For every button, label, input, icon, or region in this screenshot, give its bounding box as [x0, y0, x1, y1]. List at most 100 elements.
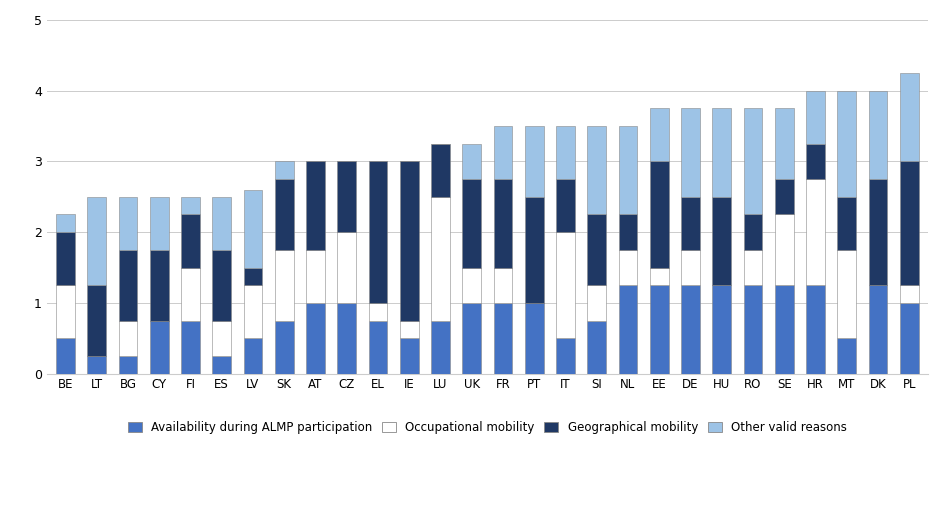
- Bar: [681, 250, 700, 285]
- Bar: [493, 179, 512, 267]
- Bar: [587, 126, 606, 214]
- Bar: [650, 162, 669, 267]
- Bar: [243, 267, 262, 285]
- Bar: [900, 303, 918, 373]
- Bar: [88, 197, 107, 285]
- Bar: [775, 179, 794, 214]
- Bar: [243, 338, 262, 373]
- Bar: [806, 144, 825, 179]
- Bar: [181, 267, 200, 321]
- Bar: [274, 250, 293, 321]
- Bar: [119, 197, 138, 250]
- Bar: [681, 197, 700, 250]
- Bar: [369, 321, 388, 373]
- Bar: [525, 197, 543, 303]
- Bar: [493, 303, 512, 373]
- Bar: [587, 321, 606, 373]
- Bar: [338, 303, 356, 373]
- Bar: [306, 303, 324, 373]
- Bar: [119, 321, 138, 356]
- Bar: [837, 250, 856, 338]
- Bar: [900, 162, 918, 285]
- Bar: [431, 321, 450, 373]
- Bar: [744, 108, 762, 214]
- Bar: [900, 285, 918, 303]
- Legend: Availability during ALMP participation, Occupational mobility, Geographical mobi: Availability during ALMP participation, …: [123, 416, 852, 439]
- Bar: [587, 214, 606, 285]
- Bar: [712, 285, 731, 373]
- Bar: [775, 214, 794, 285]
- Bar: [212, 250, 231, 321]
- Bar: [775, 285, 794, 373]
- Bar: [150, 250, 169, 321]
- Bar: [462, 179, 481, 267]
- Bar: [56, 232, 74, 285]
- Bar: [243, 285, 262, 338]
- Bar: [837, 197, 856, 250]
- Bar: [744, 250, 762, 285]
- Bar: [525, 303, 543, 373]
- Bar: [587, 285, 606, 321]
- Bar: [556, 126, 575, 179]
- Bar: [212, 321, 231, 356]
- Bar: [650, 285, 669, 373]
- Bar: [119, 356, 138, 373]
- Bar: [806, 91, 825, 144]
- Bar: [525, 126, 543, 197]
- Bar: [744, 214, 762, 250]
- Bar: [400, 321, 419, 338]
- Bar: [650, 108, 669, 162]
- Bar: [556, 338, 575, 373]
- Bar: [806, 179, 825, 285]
- Bar: [650, 267, 669, 285]
- Bar: [88, 356, 107, 373]
- Bar: [338, 232, 356, 303]
- Bar: [493, 126, 512, 179]
- Bar: [619, 214, 637, 250]
- Bar: [462, 267, 481, 303]
- Bar: [744, 285, 762, 373]
- Bar: [243, 190, 262, 267]
- Bar: [274, 162, 293, 179]
- Bar: [837, 338, 856, 373]
- Bar: [150, 321, 169, 373]
- Bar: [88, 285, 107, 356]
- Bar: [619, 126, 637, 214]
- Bar: [56, 214, 74, 232]
- Bar: [712, 197, 731, 285]
- Bar: [462, 144, 481, 179]
- Bar: [556, 179, 575, 232]
- Bar: [400, 338, 419, 373]
- Bar: [431, 144, 450, 197]
- Bar: [712, 108, 731, 197]
- Bar: [338, 162, 356, 232]
- Bar: [806, 285, 825, 373]
- Bar: [56, 338, 74, 373]
- Bar: [619, 285, 637, 373]
- Bar: [274, 321, 293, 373]
- Bar: [212, 197, 231, 250]
- Bar: [119, 250, 138, 321]
- Bar: [400, 162, 419, 321]
- Bar: [181, 214, 200, 267]
- Bar: [619, 250, 637, 285]
- Bar: [150, 197, 169, 250]
- Bar: [181, 321, 200, 373]
- Bar: [869, 91, 887, 179]
- Bar: [274, 179, 293, 250]
- Bar: [56, 285, 74, 338]
- Bar: [306, 162, 324, 250]
- Bar: [681, 108, 700, 197]
- Bar: [306, 250, 324, 303]
- Bar: [369, 303, 388, 321]
- Bar: [869, 179, 887, 285]
- Bar: [869, 285, 887, 373]
- Bar: [212, 356, 231, 373]
- Bar: [369, 162, 388, 303]
- Bar: [556, 232, 575, 338]
- Bar: [900, 73, 918, 162]
- Bar: [431, 197, 450, 321]
- Bar: [493, 267, 512, 303]
- Bar: [837, 91, 856, 197]
- Bar: [181, 197, 200, 214]
